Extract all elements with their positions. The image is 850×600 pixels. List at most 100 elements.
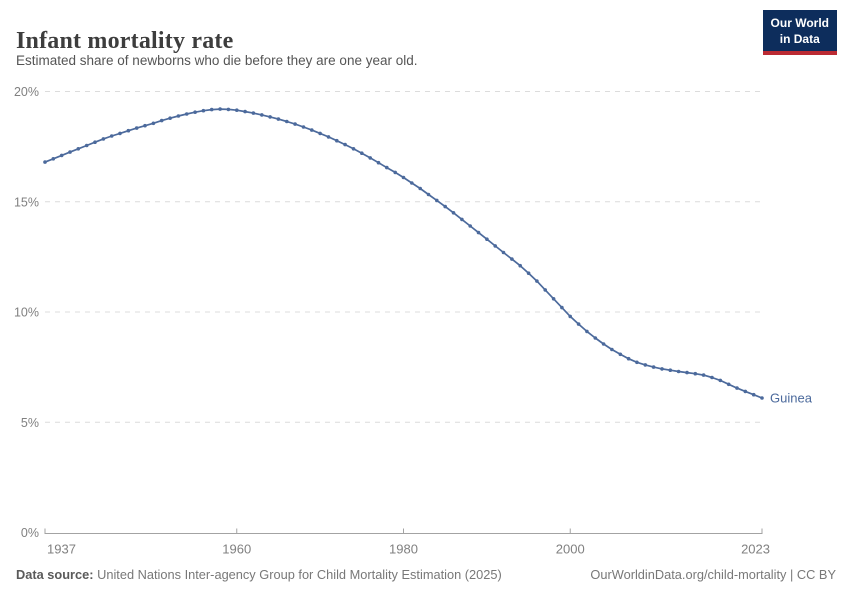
data-point-1980[interactable] [401, 175, 406, 180]
data-point-1999[interactable] [560, 305, 564, 310]
data-point-2020[interactable] [735, 386, 739, 390]
chart-footer: Data source: United Nations Inter-agency… [16, 567, 836, 582]
data-point-2009[interactable] [643, 363, 648, 367]
data-point-1938[interactable] [51, 157, 56, 161]
data-point-1988[interactable] [468, 224, 473, 228]
data-point-1963[interactable] [260, 113, 264, 117]
data-point-1944[interactable] [101, 137, 106, 141]
data-point-1947[interactable] [126, 128, 131, 133]
data-point-2013[interactable] [676, 369, 681, 374]
data-point-1977[interactable] [376, 160, 381, 165]
data-point-2022[interactable] [751, 392, 756, 397]
data-point-1948[interactable] [134, 126, 139, 130]
data-point-1987[interactable] [460, 217, 464, 222]
data-point-1984[interactable] [435, 198, 439, 203]
data-point-1964[interactable] [268, 115, 272, 119]
license-link[interactable]: OurWorldinData.org/child-mortality | CC … [590, 567, 836, 582]
data-point-1989[interactable] [476, 230, 481, 235]
data-point-1945[interactable] [109, 134, 114, 138]
data-point-2004[interactable] [601, 342, 606, 346]
data-point-1982[interactable] [418, 186, 423, 191]
data-point-1959[interactable] [226, 107, 231, 112]
data-point-2017[interactable] [710, 375, 714, 380]
data-point-2014[interactable] [685, 370, 689, 375]
data-point-1955[interactable] [193, 110, 197, 114]
data-point-1940[interactable] [68, 150, 72, 154]
data-point-1956[interactable] [201, 108, 206, 113]
data-point-2015[interactable] [693, 371, 698, 376]
data-point-1970[interactable] [318, 131, 322, 136]
data-point-1971[interactable] [326, 135, 331, 139]
y-axis-label-5: 5% [21, 416, 39, 430]
data-point-1954[interactable] [184, 112, 189, 116]
data-point-1965[interactable] [276, 117, 281, 121]
data-point-1986[interactable] [451, 211, 456, 215]
series-label-guinea[interactable]: Guinea [770, 390, 813, 405]
data-point-1983[interactable] [426, 192, 431, 197]
data-point-2019[interactable] [726, 382, 731, 387]
data-point-2006[interactable] [618, 352, 623, 357]
data-point-1962[interactable] [251, 111, 256, 115]
data-point-2012[interactable] [668, 368, 673, 373]
data-point-1997[interactable] [543, 288, 547, 292]
data-point-1958[interactable] [218, 107, 222, 111]
data-point-1991[interactable] [493, 244, 498, 248]
data-point-1985[interactable] [443, 204, 448, 209]
data-point-1966[interactable] [285, 119, 289, 124]
data-point-1939[interactable] [59, 153, 64, 158]
data-source-text: United Nations Inter-agency Group for Ch… [93, 567, 502, 582]
data-point-2007[interactable] [626, 356, 631, 361]
data-point-2001[interactable] [576, 322, 581, 326]
data-point-2000[interactable] [568, 314, 572, 319]
data-point-1993[interactable] [510, 257, 514, 261]
data-point-1974[interactable] [351, 147, 356, 151]
data-point-1937[interactable] [43, 160, 47, 164]
data-point-2008[interactable] [635, 360, 639, 365]
owid-logo[interactable]: Our World in Data [762, 10, 837, 56]
data-point-1960[interactable] [235, 108, 239, 112]
data-point-1981[interactable] [410, 181, 414, 185]
data-point-1998[interactable] [551, 297, 556, 301]
data-point-1975[interactable] [360, 151, 364, 155]
data-point-1973[interactable] [343, 142, 347, 147]
data-point-1967[interactable] [293, 122, 297, 126]
data-point-2010[interactable] [651, 365, 656, 369]
data-point-1946[interactable] [118, 131, 122, 136]
data-point-1976[interactable] [368, 156, 373, 160]
x-axis-label-1980: 1980 [389, 542, 418, 557]
data-point-1969[interactable] [310, 128, 314, 132]
data-point-1943[interactable] [93, 140, 97, 144]
data-point-1951[interactable] [159, 118, 164, 123]
data-point-2018[interactable] [718, 378, 723, 383]
data-point-1961[interactable] [243, 109, 247, 114]
data-point-2003[interactable] [593, 336, 598, 340]
data-point-1941[interactable] [76, 147, 81, 151]
guinea-line[interactable] [44, 108, 763, 399]
data-point-2002[interactable] [585, 329, 589, 334]
data-point-2011[interactable] [660, 367, 664, 371]
data-point-1994[interactable] [518, 263, 522, 268]
data-point-1957[interactable] [209, 107, 214, 112]
data-point-1992[interactable] [501, 250, 506, 255]
y-axis-label-0: 0% [21, 526, 39, 540]
data-point-1979[interactable] [393, 170, 398, 175]
owid-logo-line1: Our World [770, 16, 829, 30]
data-point-1950[interactable] [151, 121, 156, 126]
data-point-1990[interactable] [485, 237, 489, 241]
data-point-1995[interactable] [526, 271, 531, 276]
data-point-2005[interactable] [610, 347, 614, 352]
data-point-2016[interactable] [701, 373, 706, 377]
x-axis-label-2000: 2000 [556, 542, 585, 557]
data-point-1953[interactable] [176, 114, 181, 118]
data-point-1996[interactable] [535, 279, 539, 283]
chart-subtitle: Estimated share of newborns who die befo… [16, 53, 418, 68]
data-point-2021[interactable] [743, 389, 748, 394]
data-point-1968[interactable] [301, 125, 306, 129]
data-point-1972[interactable] [335, 138, 339, 143]
data-point-2023[interactable] [760, 396, 764, 400]
data-point-1978[interactable] [385, 165, 389, 170]
data-point-1949[interactable] [143, 123, 147, 128]
data-point-1942[interactable] [84, 143, 89, 148]
data-point-1952[interactable] [168, 116, 172, 120]
